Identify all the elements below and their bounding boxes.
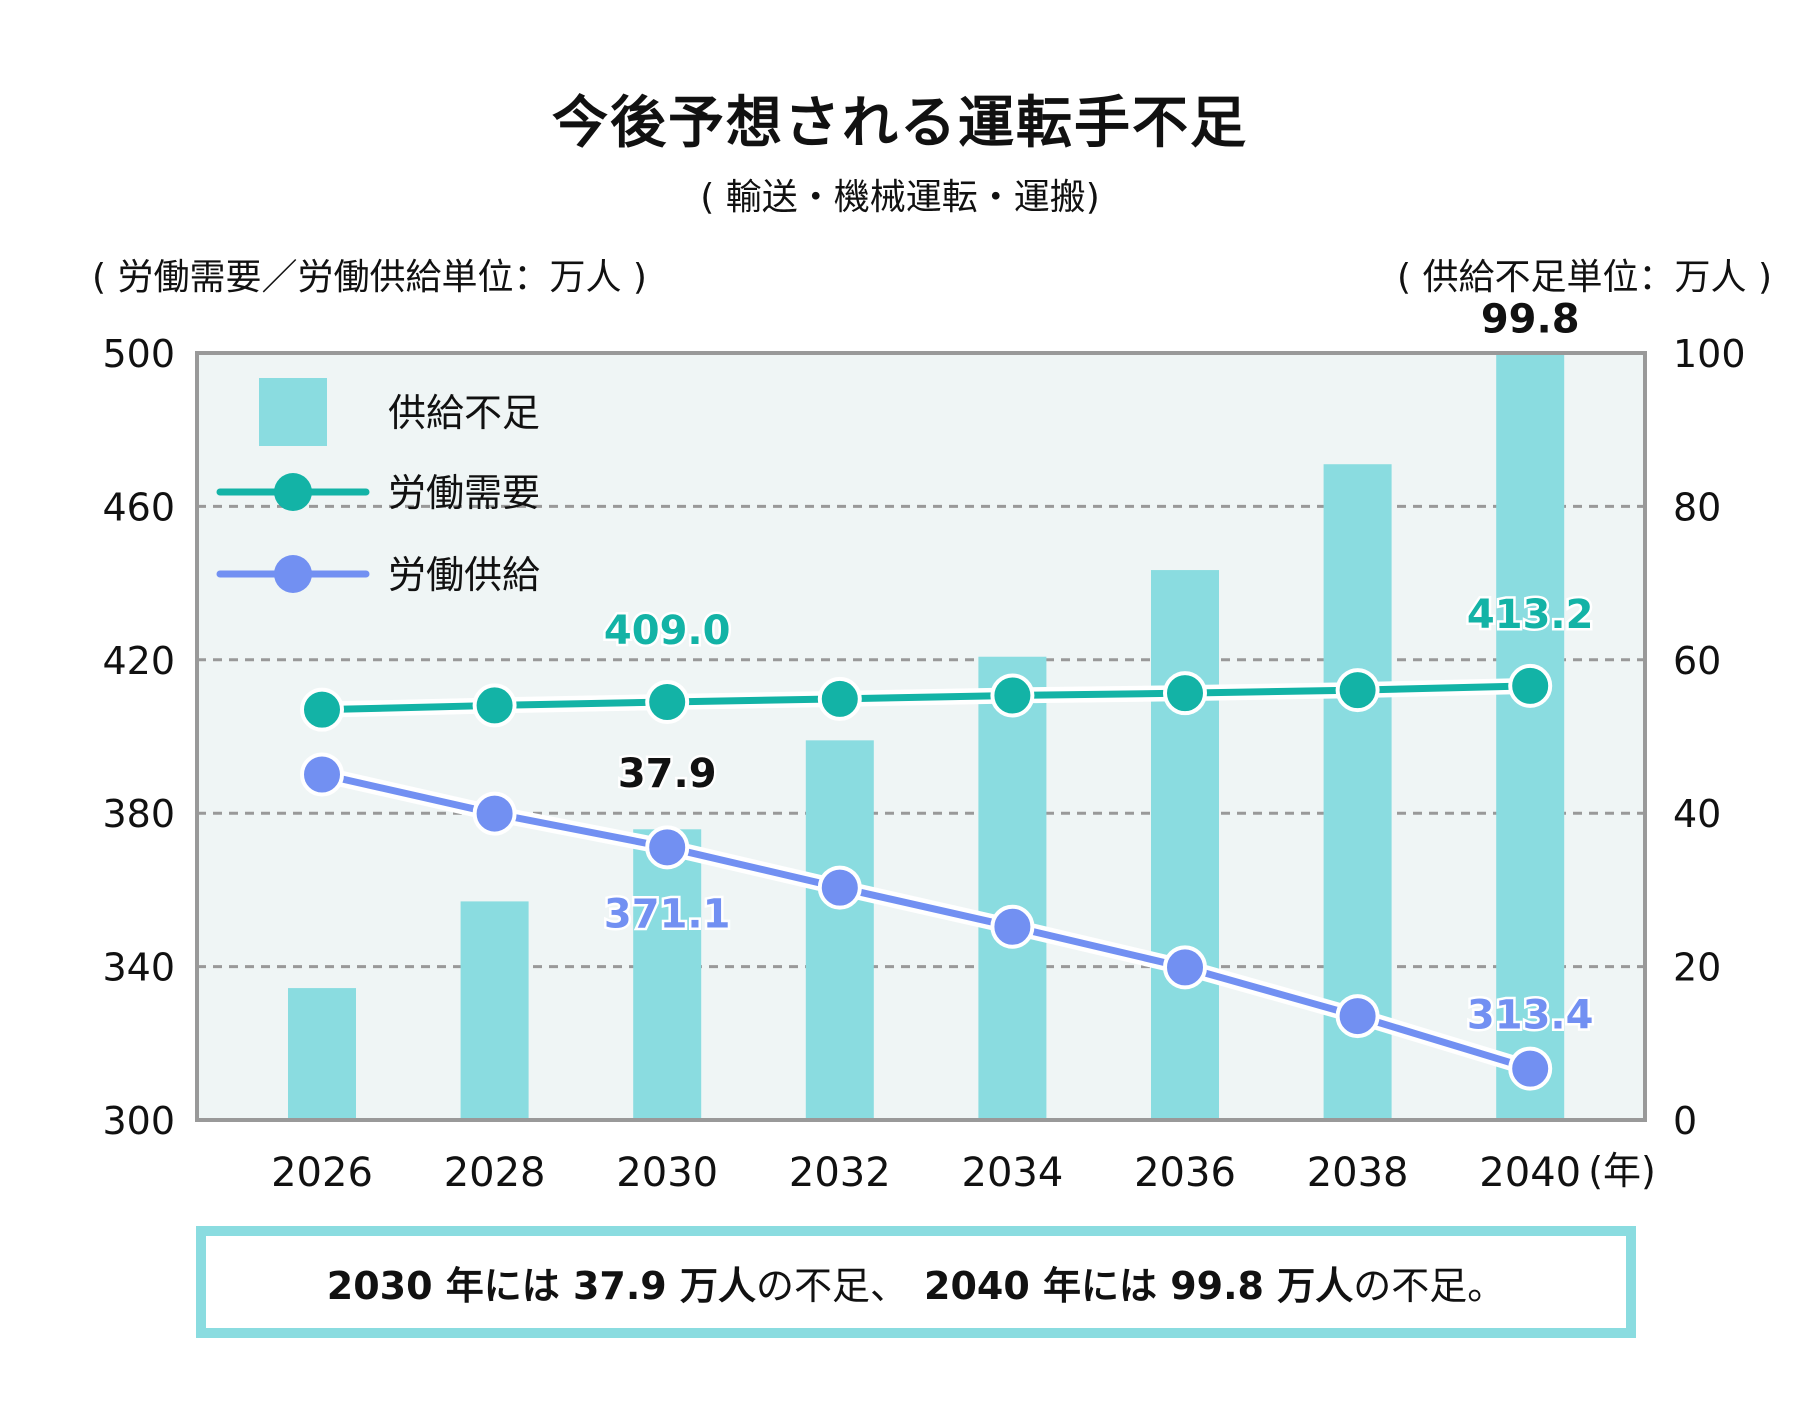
demand-point-2036 bbox=[1163, 671, 1207, 716]
right-axis-tick-40: 40 bbox=[1673, 792, 1721, 836]
data-label-労働供給-2030: 371.1 bbox=[604, 891, 731, 937]
right-axis-tick-100: 100 bbox=[1673, 332, 1746, 376]
demand-point-2038 bbox=[1335, 668, 1380, 713]
demand-point-2026 bbox=[300, 687, 344, 732]
bar-shortage-2040 bbox=[1496, 354, 1565, 1120]
x-axis-tick-2028: 2028 bbox=[444, 1150, 546, 1196]
left-axis-tick-460: 460 bbox=[102, 485, 175, 529]
right-axis-tick-0: 0 bbox=[1673, 1099, 1697, 1143]
left-axis-unit-label: ( 労働需要／労働供給単位：万人 ) bbox=[92, 257, 647, 298]
right-axis-tick-80: 80 bbox=[1673, 485, 1721, 529]
supply-point-2038 bbox=[1335, 994, 1380, 1039]
plot-frame bbox=[195, 351, 1647, 1122]
bar-shortage-2034 bbox=[978, 656, 1047, 1120]
demand-point-2034 bbox=[990, 673, 1035, 718]
demand-point-2032 bbox=[817, 676, 862, 721]
supply-point-2034 bbox=[990, 904, 1035, 949]
summary-banner: 2030 年には 37.9 万人 の不足、 2040 年には 99.8 万人 の… bbox=[196, 1226, 1636, 1338]
chart-title: 今後予想される運転手不足 bbox=[552, 91, 1248, 156]
demand-point-2028 bbox=[472, 683, 517, 728]
x-axis-tick-2032: 2032 bbox=[789, 1150, 891, 1196]
supply-point-2026 bbox=[300, 752, 344, 797]
x-axis-tick-2040: 2040 bbox=[1479, 1150, 1581, 1196]
banner-2040-text: の不足。 bbox=[1353, 1263, 1506, 1308]
x-axis-tick-2030: 2030 bbox=[616, 1150, 718, 1196]
banner-2030-text: の不足、 bbox=[755, 1263, 908, 1308]
supply-point-2030 bbox=[645, 825, 690, 870]
right-axis-tick-60: 60 bbox=[1673, 639, 1721, 683]
supply-point-2028 bbox=[472, 791, 517, 836]
data-label-労働需要-2040: 413.2 bbox=[1467, 592, 1594, 638]
banner-2040-highlight: 2040 年には 99.8 万人 bbox=[924, 1263, 1354, 1308]
legend-shortage-label: 供給不足 bbox=[388, 391, 540, 435]
legend-supply-label: 労働供給 bbox=[388, 553, 540, 597]
left-axis-tick-380: 380 bbox=[102, 792, 175, 836]
legend-supply-marker bbox=[274, 555, 312, 593]
chart-subtitle: ( 輸送・機械運転・運搬) bbox=[700, 177, 1100, 218]
supply-point-2032 bbox=[817, 865, 862, 910]
bar-shortage-2030 bbox=[633, 829, 702, 1120]
left-axis-tick-340: 340 bbox=[102, 946, 175, 990]
right-axis-tick-20: 20 bbox=[1673, 946, 1721, 990]
banner-2030-highlight: 2030 年には 37.9 万人 bbox=[326, 1263, 756, 1308]
supply-point-2040 bbox=[1508, 1046, 1553, 1091]
left-axis-tick-300: 300 bbox=[102, 1099, 175, 1143]
bar-shortage-2036 bbox=[1151, 570, 1219, 1120]
x-axis-tick-2034: 2034 bbox=[962, 1150, 1064, 1196]
demand-line bbox=[321, 682, 1531, 714]
bar-shortage-2028 bbox=[460, 901, 529, 1120]
bar-shortage-2026 bbox=[288, 988, 356, 1120]
x-axis-unit-label: (年) bbox=[1588, 1149, 1656, 1193]
x-axis-tick-2038: 2038 bbox=[1307, 1150, 1409, 1196]
supply-line bbox=[321, 771, 1532, 1072]
legend-shortage-swatch bbox=[259, 378, 327, 446]
legend-demand-label: 労働需要 bbox=[388, 471, 540, 515]
legend-demand-marker bbox=[274, 473, 312, 511]
data-label-労働供給-2040: 313.4 bbox=[1467, 993, 1594, 1039]
x-axis-tick-2036: 2036 bbox=[1134, 1150, 1236, 1196]
bar-shortage-2032 bbox=[805, 740, 874, 1120]
plot-area bbox=[197, 353, 1645, 1120]
data-label-供給不足-2030: 37.9 bbox=[618, 751, 717, 797]
data-label-供給不足-2040: 99.8 bbox=[1481, 297, 1580, 343]
right-axis-unit-label: ( 供給不足単位：万人 ) bbox=[1397, 257, 1772, 298]
left-axis-tick-500: 500 bbox=[102, 332, 175, 376]
demand-point-2040 bbox=[1508, 663, 1553, 708]
demand-point-2030 bbox=[645, 679, 690, 724]
data-label-労働需要-2030: 409.0 bbox=[604, 608, 731, 654]
left-axis-tick-420: 420 bbox=[102, 639, 175, 683]
supply-point-2036 bbox=[1163, 945, 1207, 990]
x-axis-tick-2026: 2026 bbox=[271, 1150, 373, 1196]
